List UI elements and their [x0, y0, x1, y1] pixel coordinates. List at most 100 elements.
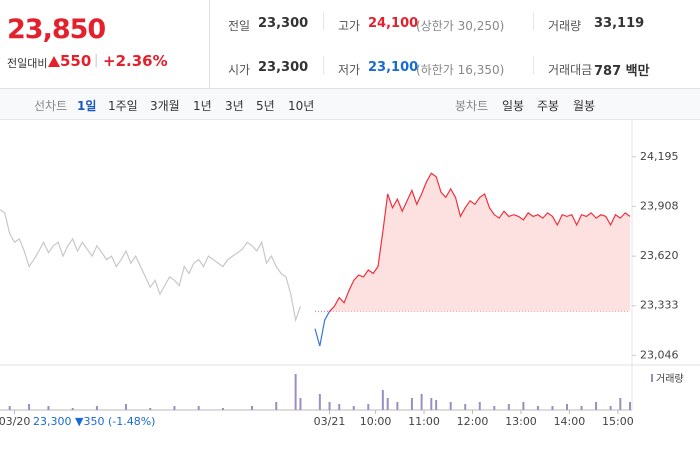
quote-header: 23,850 전일대비 550 | +2.36% 전일 23,300 고가 24,10…: [0, 0, 700, 89]
y-tick-label: 23,620: [640, 249, 679, 262]
volume-bar: [367, 404, 370, 410]
volume-bar: [251, 406, 253, 410]
y-tick-label: 23,908: [640, 199, 679, 212]
volume-bar: [95, 406, 98, 410]
volume-bar: [551, 406, 554, 410]
volume-bar: [396, 402, 399, 410]
price-box: 23,850 전일대비 550 | +2.36%: [0, 0, 210, 88]
volume-bar: [47, 406, 50, 410]
stat-label: 전일: [228, 19, 251, 33]
volume-bar: [619, 398, 622, 410]
volume-bar: [197, 406, 200, 410]
divider: [323, 12, 324, 30]
x-tick-label: 14:00: [554, 415, 586, 428]
stat-value: 23,300: [258, 60, 309, 75]
stat-value: 23,100: [368, 60, 419, 75]
stat-value: 24,100: [368, 16, 419, 31]
volume-bar: [294, 374, 297, 410]
tab-group-label: 봉차트: [455, 99, 489, 113]
annotation: 23,300 ▼350 (-1.48%): [33, 415, 155, 428]
current-price: 23,850: [7, 14, 106, 45]
volume-bar: [386, 398, 389, 410]
volume-bar: [566, 404, 568, 410]
price-area: [315, 173, 630, 346]
volume-bar: [381, 390, 384, 410]
period-tab[interactable]: 5년: [256, 99, 275, 113]
volume-bar: [420, 394, 423, 410]
volume-bar: [318, 394, 321, 410]
divider: [533, 56, 534, 74]
volume-bar: [221, 408, 224, 410]
candle-tab[interactable]: 일봉: [502, 99, 525, 113]
volume-bar: [595, 402, 598, 410]
volume-bar: [352, 406, 355, 410]
x-tick-label: 03/20: [0, 415, 30, 428]
period-tab[interactable]: 1년: [193, 99, 212, 113]
change-amount: 550: [60, 52, 92, 70]
stat-label: 고가: [338, 19, 361, 33]
volume-bar: [536, 406, 539, 410]
volume-bar: [580, 406, 583, 410]
period-tab[interactable]: 1일: [77, 99, 97, 113]
stat-label: 거래량: [548, 19, 582, 33]
price-line: [314, 172, 631, 347]
period-tabs: 선차트 1일 1주일 3개월 1년 3년 5년 10년 봉차트 일봉 주봉 월봉: [0, 89, 700, 120]
volume-bar: [435, 400, 438, 410]
candle-tab[interactable]: 월봉: [573, 99, 596, 113]
volume-bar: [173, 406, 176, 410]
tab-group-label: 선차트: [34, 99, 68, 113]
stat-value: 33,119: [594, 16, 645, 31]
volume-bar: [8, 406, 11, 410]
volume-bar: [478, 402, 481, 410]
volume-bar: [464, 404, 467, 410]
stat-label: 시가: [228, 63, 251, 77]
stat-note: (상한가 30,250): [416, 19, 505, 33]
stat-label: 거래대금: [548, 63, 593, 77]
volume-bar: [275, 402, 278, 410]
volume-legend-swatch: [651, 374, 653, 382]
x-tick-label: 12:00: [457, 415, 489, 428]
y-tick-label: 23,046: [640, 348, 679, 361]
volume-bar: [71, 408, 74, 410]
volume-bar: [522, 402, 525, 410]
up-arrow-icon: [48, 56, 60, 67]
volume-bar: [430, 398, 433, 410]
period-tab[interactable]: 1주일: [108, 99, 138, 113]
stat-label: 저가: [338, 63, 361, 77]
volume-bar: [338, 404, 341, 410]
stat-note: (하한가 16,350): [416, 63, 505, 77]
price-line: [0, 209, 302, 323]
divider: [533, 12, 534, 30]
volume-bar: [629, 402, 631, 410]
y-tick-label: 24,195: [640, 150, 679, 163]
x-tick-label: 15:00: [602, 415, 634, 428]
divider: |: [94, 53, 99, 68]
volume-bar: [410, 398, 413, 410]
x-tick-label: 11:00: [408, 415, 440, 428]
y-tick-label: 23,333: [640, 299, 679, 312]
stat-value: 787 백만: [594, 64, 650, 79]
volume-legend: 거래량: [656, 373, 684, 385]
change-rate: +2.36%: [103, 52, 168, 70]
volume-bar: [609, 406, 612, 410]
stat-value: 23,300: [258, 16, 309, 31]
volume-bar: [507, 404, 510, 410]
period-tab[interactable]: 3개월: [150, 99, 180, 113]
change-label: 전일대비: [7, 57, 48, 70]
volume-bar: [328, 402, 331, 410]
candle-tab[interactable]: 주봉: [537, 99, 560, 113]
volume-bar: [299, 398, 302, 410]
volume-bar: [149, 408, 152, 410]
x-tick-label: 10:00: [360, 415, 392, 428]
x-tick-label: 03/21: [314, 415, 346, 428]
volume-bar: [28, 404, 31, 410]
x-tick-label: 13:00: [505, 415, 537, 428]
period-tab[interactable]: 10년: [288, 99, 315, 113]
volume-bar: [449, 402, 452, 410]
divider: [323, 56, 324, 74]
volume-bar: [125, 404, 127, 410]
period-tab[interactable]: 3년: [225, 99, 244, 113]
volume-bar: [493, 406, 496, 410]
